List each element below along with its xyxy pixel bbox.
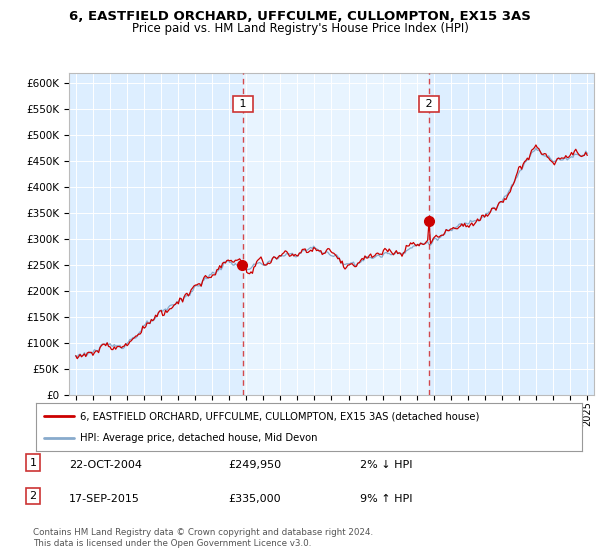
Text: 6, EASTFIELD ORCHARD, UFFCULME, CULLOMPTON, EX15 3AS: 6, EASTFIELD ORCHARD, UFFCULME, CULLOMPT… <box>69 10 531 23</box>
Text: £249,950: £249,950 <box>228 460 281 470</box>
Text: 6, EASTFIELD ORCHARD, UFFCULME, CULLOMPTON, EX15 3AS (detached house): 6, EASTFIELD ORCHARD, UFFCULME, CULLOMPT… <box>80 411 479 421</box>
Text: 2% ↓ HPI: 2% ↓ HPI <box>360 460 413 470</box>
Text: 22-OCT-2004: 22-OCT-2004 <box>69 460 142 470</box>
Text: 2: 2 <box>422 99 436 109</box>
Text: 2: 2 <box>29 491 37 501</box>
Text: HPI: Average price, detached house, Mid Devon: HPI: Average price, detached house, Mid … <box>80 433 317 443</box>
Text: 1: 1 <box>29 458 37 468</box>
Text: Price paid vs. HM Land Registry's House Price Index (HPI): Price paid vs. HM Land Registry's House … <box>131 22 469 35</box>
Bar <box>243 73 429 395</box>
Text: 1: 1 <box>236 99 250 109</box>
Text: Contains HM Land Registry data © Crown copyright and database right 2024.
This d: Contains HM Land Registry data © Crown c… <box>33 528 373 548</box>
Text: £335,000: £335,000 <box>228 494 281 504</box>
Text: 9% ↑ HPI: 9% ↑ HPI <box>360 494 413 504</box>
Text: 17-SEP-2015: 17-SEP-2015 <box>69 494 140 504</box>
